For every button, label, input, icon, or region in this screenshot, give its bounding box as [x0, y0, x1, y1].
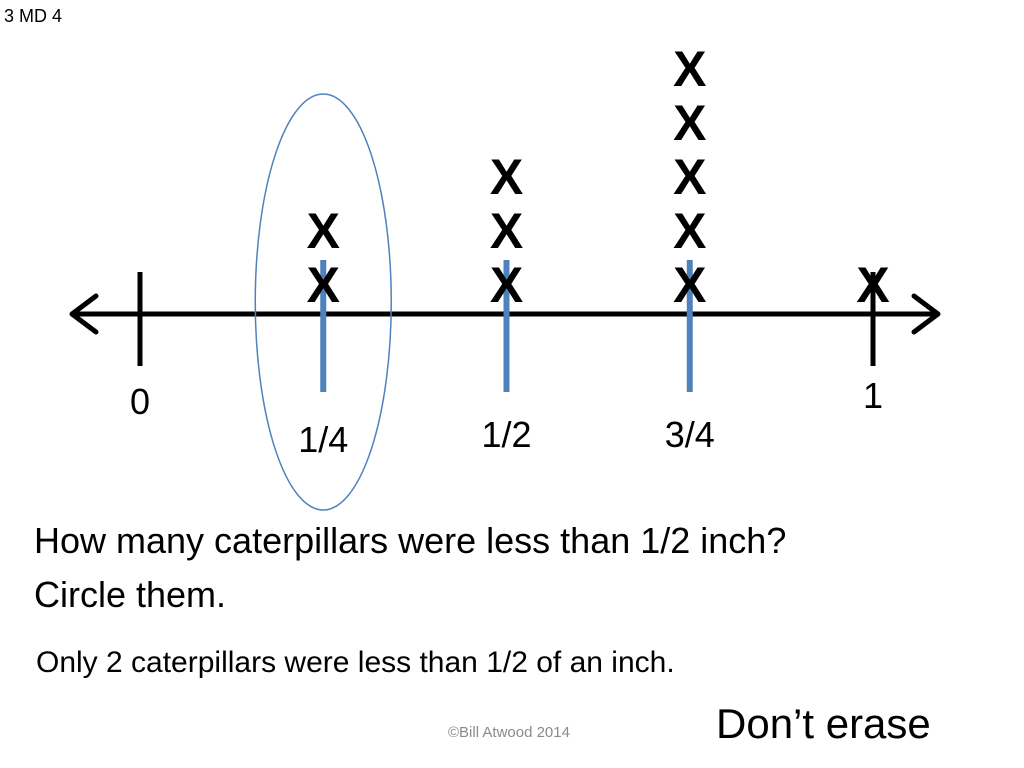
x-mark: X	[490, 149, 523, 205]
x-mark: X	[673, 41, 706, 97]
tick-label-0: 0	[130, 381, 150, 422]
x-mark: X	[673, 203, 706, 259]
right-arrow-head	[911, 293, 941, 335]
copyright-text: ©Bill Atwood 2014	[448, 724, 570, 741]
tick-label-3-4: 3/4	[665, 414, 715, 455]
answer-text: Only 2 caterpillars were less than 1/2 o…	[36, 646, 675, 679]
x-mark: X	[673, 149, 706, 205]
x-mark: X	[307, 257, 340, 313]
x-mark: X	[673, 257, 706, 313]
x-mark: X	[673, 95, 706, 151]
tick-marks	[137, 260, 876, 392]
tick-label-1-2: 1/2	[481, 414, 531, 455]
x-mark: X	[856, 257, 889, 313]
x-mark: X	[307, 203, 340, 259]
note-text: Don’t erase	[716, 700, 931, 747]
question-text: How many caterpillars were less than 1/2…	[34, 520, 787, 561]
tick-label-1: 1	[863, 375, 883, 416]
left-arrow-head	[69, 293, 99, 335]
standard-code: 3 MD 4	[4, 6, 63, 26]
x-mark: X	[490, 257, 523, 313]
answer-circle	[254, 93, 392, 511]
tick-labels: 0 1 1/4 1/2 3/4	[130, 375, 883, 460]
tick-label-1-4: 1/4	[298, 419, 348, 460]
circle-annotation	[254, 93, 392, 511]
instruction-text: Circle them.	[34, 574, 227, 615]
x-mark: X	[490, 203, 523, 259]
